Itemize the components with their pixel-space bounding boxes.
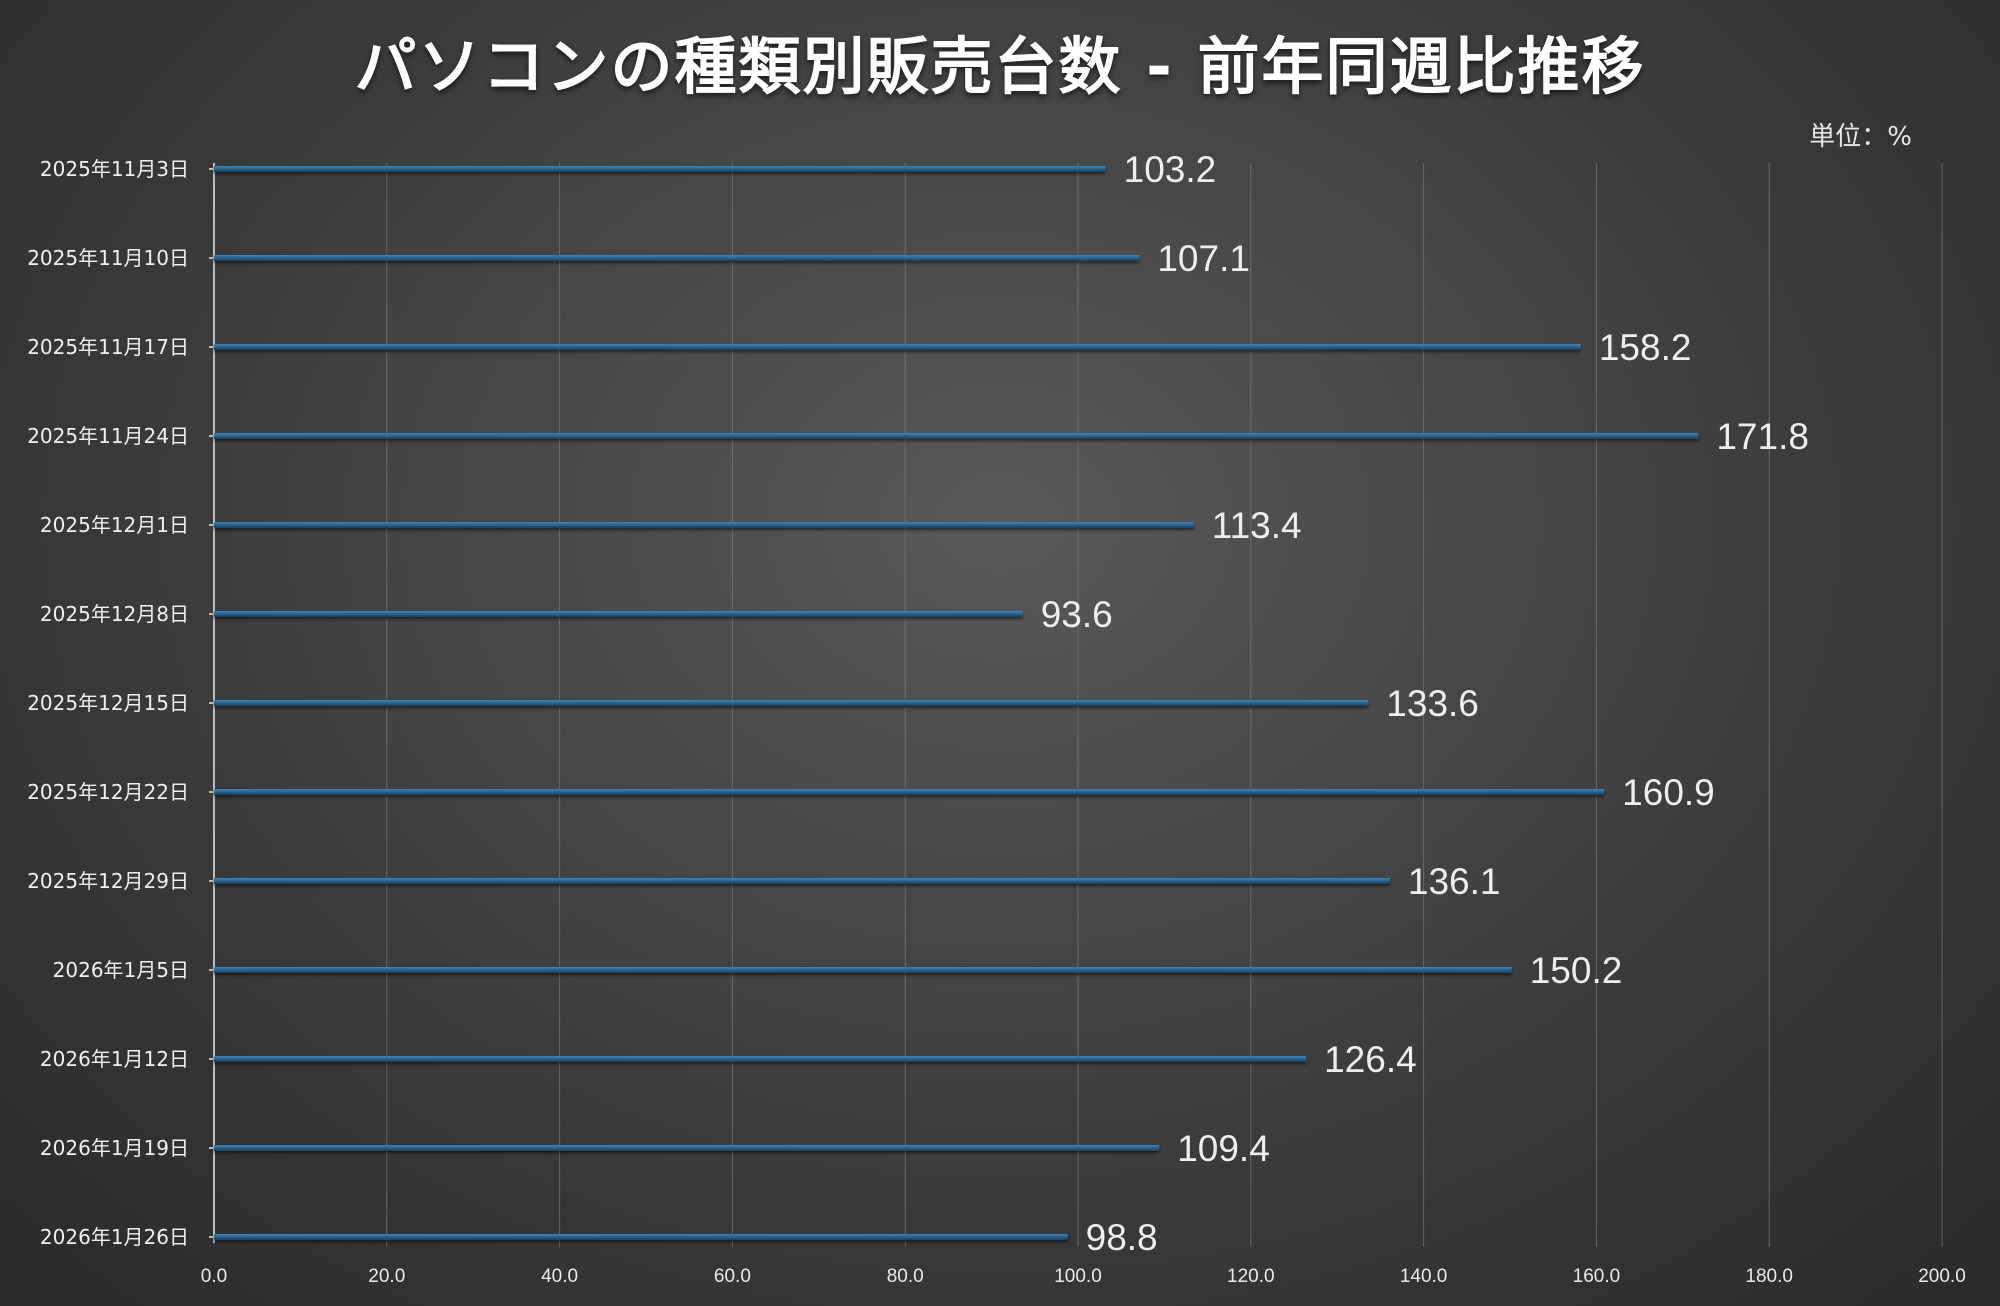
y-tick-label: 2026年1月12日 — [40, 1047, 189, 1071]
bar — [214, 1056, 1307, 1062]
y-tick-label: 2025年11月10日 — [27, 246, 189, 270]
bar — [214, 166, 1106, 172]
bar — [214, 878, 1390, 884]
y-tick-label: 2026年1月5日 — [53, 958, 189, 982]
data-label: 126.4 — [1324, 1039, 1417, 1080]
y-tick-label: 2025年12月15日 — [27, 691, 189, 715]
data-label: 93.6 — [1041, 594, 1113, 635]
bar — [214, 1234, 1068, 1240]
data-label: 171.8 — [1716, 416, 1809, 457]
y-tick-label: 2025年11月3日 — [40, 157, 189, 181]
data-label: 150.2 — [1530, 950, 1623, 991]
data-label: 107.1 — [1157, 238, 1250, 279]
x-tick-label: 180.0 — [1745, 1266, 1793, 1287]
x-tick-label: 140.0 — [1400, 1266, 1448, 1287]
data-label: 133.6 — [1386, 683, 1479, 724]
chart-title: パソコンの種類別販売台数 - 前年同週比推移 — [354, 30, 1646, 103]
data-label: 103.2 — [1124, 149, 1217, 190]
bars — [214, 166, 1699, 1240]
unit-label: 単位：% — [1809, 122, 1912, 152]
data-labels: 103.2 107.1 158.2 171.8 113.4 93.6 133.6 160.9 1… — [1041, 149, 1809, 1258]
y-tick-label: 2026年1月26日 — [40, 1225, 189, 1249]
x-tick-label: 100.0 — [1054, 1266, 1102, 1287]
x-tick-label: 60.0 — [714, 1266, 751, 1287]
data-label: 158.2 — [1599, 327, 1692, 368]
bar — [214, 255, 1140, 261]
x-tick-label: 160.0 — [1573, 1266, 1621, 1287]
bar — [214, 344, 1581, 350]
y-tick-label: 2025年12月22日 — [27, 780, 189, 804]
y-axis — [209, 163, 215, 1243]
y-tick-label: 2025年12月29日 — [27, 869, 189, 893]
bar — [214, 433, 1699, 439]
x-tick-label: 0.0 — [201, 1266, 227, 1287]
x-tick-label: 40.0 — [541, 1266, 578, 1287]
x-tick-label: 80.0 — [887, 1266, 924, 1287]
data-label: 109.4 — [1177, 1128, 1270, 1169]
x-tick-label: 200.0 — [1918, 1266, 1966, 1287]
data-label: 136.1 — [1408, 861, 1501, 902]
x-tick-label: 20.0 — [368, 1266, 405, 1287]
y-tick-label: 2025年12月8日 — [40, 602, 189, 626]
y-tick-label: 2025年11月17日 — [27, 335, 189, 359]
bar — [214, 611, 1023, 617]
bar — [214, 1145, 1160, 1151]
data-label: 160.9 — [1622, 772, 1715, 813]
y-axis-ticks: 2025年11月3日 2025年11月10日 2025年11月17日 2025年11月… — [27, 157, 189, 1249]
bar — [214, 700, 1369, 706]
y-tick-label: 2026年1月19日 — [40, 1136, 189, 1160]
y-tick-label: 2025年11月24日 — [27, 424, 189, 448]
bar — [214, 789, 1605, 795]
data-label: 98.8 — [1086, 1217, 1158, 1258]
y-tick-label: 2025年12月1日 — [40, 513, 189, 537]
bar — [214, 967, 1512, 973]
data-label: 113.4 — [1212, 505, 1302, 546]
bar — [214, 522, 1194, 528]
x-tick-label: 120.0 — [1227, 1266, 1275, 1287]
x-axis-ticks: 0.0 20.0 40.0 60.0 80.0 100.0 120.0 140.0 160.0 1… — [201, 1266, 1966, 1287]
